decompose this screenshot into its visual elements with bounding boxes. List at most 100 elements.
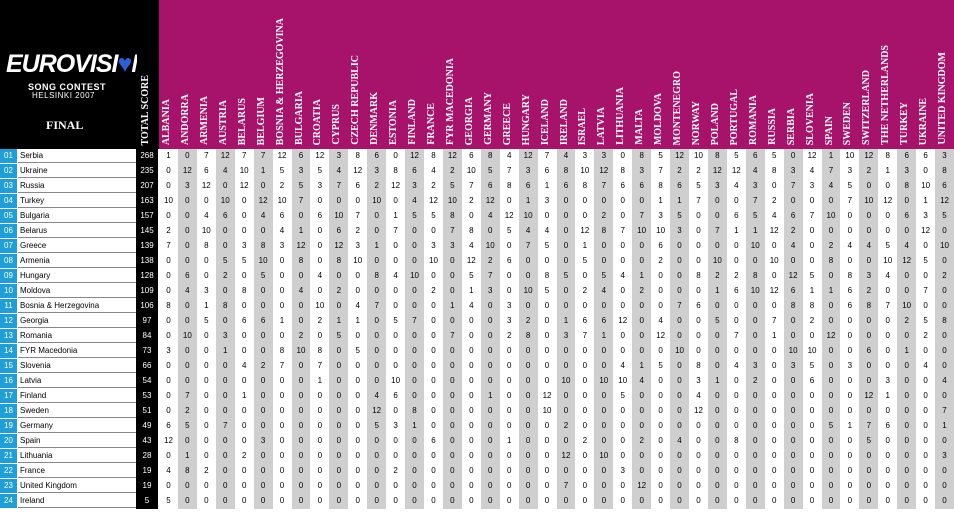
rank-badge: 04: [0, 194, 17, 209]
score-cell: 0: [745, 389, 765, 404]
score-cell: 4: [556, 149, 576, 164]
score-cell: 0: [594, 299, 614, 314]
country-name: Moldova: [18, 284, 136, 298]
score-cell: 0: [734, 241, 739, 250]
score-cell: 0: [355, 271, 360, 280]
score-cell: 10: [429, 256, 438, 265]
score-cell: 0: [847, 436, 853, 445]
score-cell: 0: [821, 494, 841, 509]
score-cell: 10: [164, 196, 173, 205]
voter-column-header: MONTENEGRO: [670, 0, 689, 149]
score-cell: 4: [923, 361, 928, 370]
score-cell: 0: [556, 344, 576, 359]
score-cell: 0: [582, 406, 588, 415]
voter-column-header: ARMENIA: [197, 0, 216, 149]
score-cell: 5: [177, 419, 197, 434]
score-cell: 0: [658, 376, 663, 385]
score-cell: 7: [670, 299, 689, 314]
score-cell: 0: [177, 194, 197, 209]
score-cell: 7: [821, 164, 841, 179]
score-cell: 0: [204, 331, 209, 340]
score-cell: 0: [506, 271, 512, 280]
score-cell: 0: [317, 496, 323, 505]
score-cell: 0: [431, 421, 436, 430]
score-cell: 0: [166, 361, 171, 370]
voter-column-header: FYR MACEDONIA: [443, 0, 462, 149]
score-cell: 0: [215, 494, 235, 509]
rank-badge: 16: [0, 374, 17, 389]
score-cell: 1: [291, 224, 311, 239]
score-cell: 0: [355, 376, 360, 385]
score-cell: 4: [620, 271, 625, 280]
score-cell: 10: [201, 226, 211, 235]
score-cell: 0: [329, 479, 349, 494]
score-cell: 0: [745, 329, 765, 344]
score-cell: 0: [696, 331, 701, 340]
score-cell: 0: [670, 374, 689, 389]
score-cell: 0: [556, 464, 576, 479]
score-cell: 8: [442, 209, 462, 224]
score-cell: 3: [847, 361, 853, 370]
score-cell: 0: [734, 376, 739, 385]
score-cell: 0: [518, 404, 538, 419]
score-cell: 0: [480, 299, 500, 314]
score-cell: 1: [897, 344, 917, 359]
score-cell: 2: [166, 226, 171, 235]
score-cell: 0: [442, 314, 462, 329]
score-cell: 8: [771, 166, 777, 175]
score-cell: 10: [707, 254, 727, 269]
score-cell: 12: [783, 269, 803, 284]
voter-column-header: GEORGIA: [462, 0, 481, 149]
score-cell: 7: [241, 151, 247, 160]
score-cell: 1: [734, 226, 739, 235]
score-cell: 10: [277, 196, 287, 205]
score-cell: 0: [393, 196, 398, 205]
score-cell: 0: [821, 449, 841, 464]
score-cell: 6: [745, 149, 765, 164]
score-cell: 0: [859, 329, 879, 344]
score-cell: 8: [707, 149, 727, 164]
score-cell: 0: [291, 374, 311, 389]
score-cell: 12: [921, 226, 931, 235]
score-cell: 5: [215, 254, 235, 269]
score-cell: 8: [821, 254, 841, 269]
voter-name: PORTUGAL: [728, 88, 740, 145]
score-cell: 12: [859, 149, 879, 164]
score-cell: 0: [556, 389, 576, 404]
score-cell: 0: [317, 256, 323, 265]
voter-column-header: BELARUS: [235, 0, 254, 149]
score-cell: 0: [658, 451, 663, 460]
score-cell: 0: [355, 331, 360, 340]
country-name: Ireland: [18, 494, 136, 508]
score-cell: 3: [935, 449, 954, 464]
score-cell: 0: [405, 284, 424, 299]
score-cell: 7: [355, 211, 360, 220]
score-cell: 0: [506, 496, 512, 505]
score-cell: 5: [809, 271, 815, 280]
score-cell: 0: [279, 406, 285, 415]
score-cell: 0: [670, 419, 689, 434]
score-cell: 0: [809, 406, 815, 415]
score-cell: 3: [745, 359, 765, 374]
score-cell: 0: [923, 391, 928, 400]
score-cell: 0: [393, 346, 398, 355]
score-cell: 4: [177, 284, 197, 299]
score-cell: 12: [769, 286, 779, 295]
score-cell: 7: [923, 286, 928, 295]
score-cell: 8: [329, 254, 349, 269]
rank-badge: 01: [0, 149, 17, 164]
score-cell: 0: [859, 404, 879, 419]
score-cell: 12: [277, 151, 287, 160]
score-cell: 7: [367, 299, 387, 314]
score-cell: 10: [329, 209, 349, 224]
rank-badge: 23: [0, 479, 17, 494]
score-cell: 0: [166, 286, 171, 295]
rank-badge: 14: [0, 344, 17, 359]
score-cell: 0: [696, 421, 701, 430]
score-cell: 10: [367, 194, 387, 209]
score-cell: 5: [670, 209, 689, 224]
score-cell: 1: [204, 301, 209, 310]
voter-column-header: IRELAND: [557, 0, 576, 149]
score-cell: 10: [391, 376, 401, 385]
score-cell: 0: [253, 404, 273, 419]
